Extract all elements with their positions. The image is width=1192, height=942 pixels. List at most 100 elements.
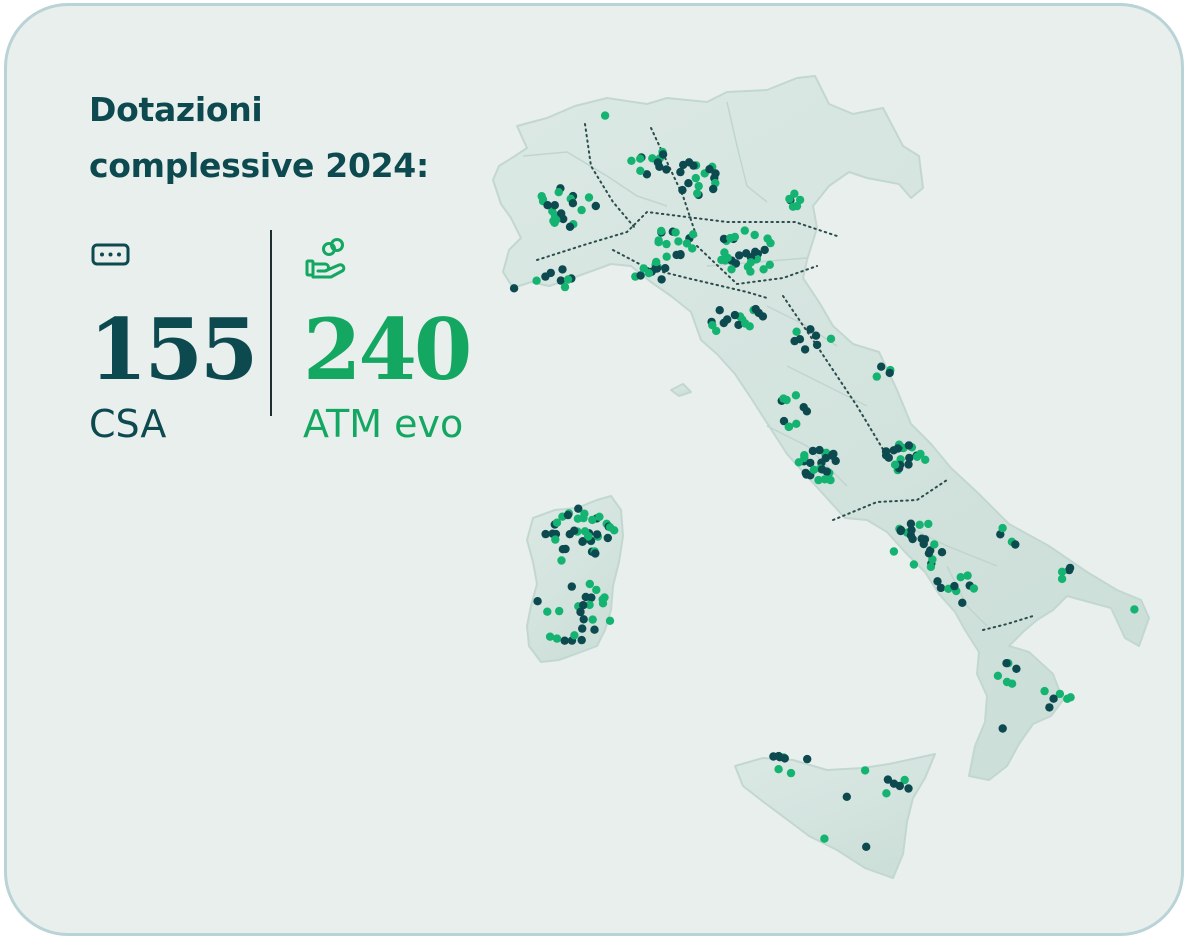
map-marker	[788, 202, 798, 211]
map-marker	[751, 247, 760, 256]
map-marker	[642, 170, 652, 179]
map-marker	[746, 267, 755, 276]
map-marker	[826, 334, 836, 343]
map-marker	[924, 549, 934, 558]
map-marker	[765, 260, 774, 269]
province-routes	[536, 123, 1034, 631]
map-marker	[563, 275, 573, 284]
map-marker	[577, 635, 586, 645]
map-marker	[568, 199, 578, 208]
map-marker	[652, 257, 661, 267]
map-marker	[1045, 703, 1054, 712]
map-marker	[924, 519, 933, 529]
map-marker	[719, 318, 728, 328]
csa-label: CSA	[89, 402, 167, 446]
map-marker	[709, 184, 718, 194]
stats-divider	[270, 230, 272, 416]
map-marker	[900, 775, 909, 785]
map-marker	[591, 549, 600, 558]
atm-value: 240	[303, 300, 472, 399]
map-marker	[543, 201, 552, 210]
map-marker	[828, 450, 837, 460]
map-marker	[926, 562, 936, 572]
map-marker	[693, 189, 702, 198]
map-marker	[684, 179, 693, 188]
map-marker	[1049, 694, 1058, 703]
map-marker	[532, 276, 541, 285]
map-marker	[652, 264, 662, 273]
map-marker	[896, 526, 905, 536]
map-marker	[889, 446, 898, 455]
map-marker	[808, 446, 818, 456]
atm-card-slot-icon	[91, 243, 130, 266]
map-marker	[560, 636, 569, 645]
map-marker	[909, 560, 919, 569]
map-marker	[795, 335, 805, 344]
map-marker	[688, 230, 698, 239]
elba	[670, 383, 692, 397]
map-marker	[820, 475, 829, 484]
map-marker	[889, 547, 899, 556]
map-marker	[872, 372, 881, 381]
map-marker	[950, 581, 959, 591]
map-marker	[541, 529, 550, 539]
map-marker	[661, 264, 670, 273]
hand-coins-icon	[305, 238, 346, 279]
map-marker	[555, 606, 564, 616]
map-marker	[672, 250, 681, 260]
map-marker	[937, 548, 947, 557]
map-marker	[636, 271, 645, 280]
map-marker	[644, 269, 654, 278]
map-marker	[573, 514, 583, 523]
map-marker	[780, 754, 789, 763]
map-marker	[883, 775, 893, 784]
map-marker	[1002, 677, 1012, 687]
map-marker	[731, 259, 741, 268]
map-marker	[605, 616, 615, 625]
map-marker	[603, 533, 612, 543]
map-marker	[565, 222, 575, 231]
map-marker	[546, 268, 555, 278]
map-marker	[662, 252, 671, 261]
map-marker	[822, 467, 831, 476]
map-marker	[585, 579, 594, 589]
map-marker	[705, 165, 714, 174]
map-marker	[636, 166, 645, 175]
map-marker	[936, 583, 946, 593]
map-marker	[688, 244, 697, 253]
map-marker	[558, 265, 567, 274]
map-marker	[627, 156, 636, 165]
map-marker	[550, 201, 559, 210]
map-marker	[742, 249, 751, 258]
map-marker	[806, 325, 815, 334]
italy-map	[492, 75, 1150, 879]
map-marker	[963, 571, 972, 580]
sicily	[734, 753, 936, 879]
map-marker	[576, 607, 585, 617]
map-marker	[723, 253, 732, 262]
map-marker	[928, 555, 937, 564]
map-marker	[763, 234, 772, 243]
map-marker	[758, 312, 768, 321]
map-marker	[904, 441, 914, 450]
map-marker	[998, 523, 1007, 533]
map-marker	[801, 468, 810, 478]
map-marker	[746, 258, 756, 267]
map-marker	[657, 275, 666, 284]
map-marker	[1002, 659, 1011, 668]
map-marker	[543, 607, 552, 616]
map-marker	[904, 784, 913, 793]
map-marker	[908, 534, 917, 544]
map-marker	[806, 458, 815, 468]
map-marker	[904, 460, 913, 469]
map-marker	[785, 194, 794, 204]
map-marker	[636, 154, 645, 163]
map-marker	[842, 792, 851, 801]
map-marker	[760, 245, 769, 255]
map-marker	[591, 201, 600, 211]
map-marker	[678, 185, 687, 195]
map-marker	[820, 834, 829, 843]
map-marker	[653, 158, 663, 167]
map-marker	[1065, 563, 1075, 573]
map-marker	[1057, 574, 1067, 584]
